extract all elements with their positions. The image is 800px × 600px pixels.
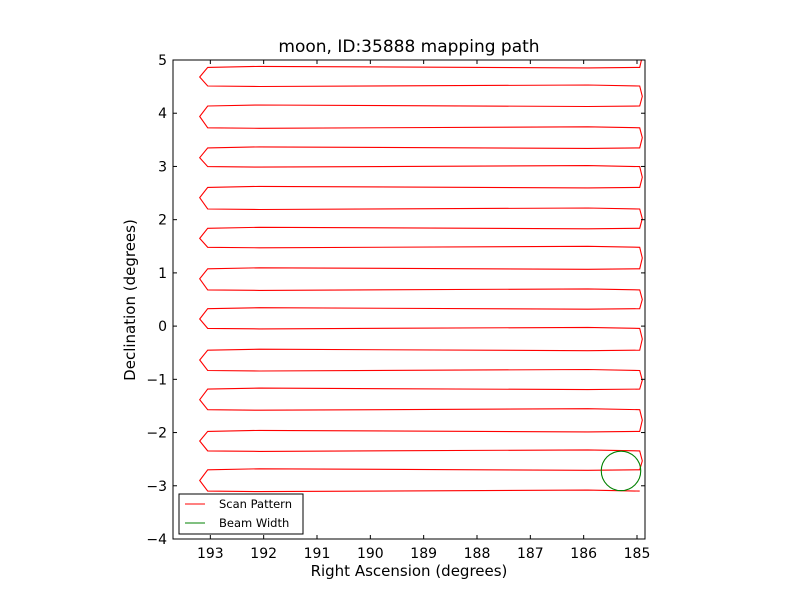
y-tick-label: 1 <box>158 266 167 282</box>
y-tick-label: −2 <box>146 426 167 442</box>
x-tick-label: 191 <box>304 546 331 562</box>
legend-box <box>178 493 304 535</box>
beam-width-series <box>600 450 642 492</box>
y-tick-label: 2 <box>158 213 167 229</box>
y-tick-label: 3 <box>158 159 167 175</box>
legend-label-beam-width: Beam Width <box>219 516 289 530</box>
y-axis: 5 4 3 2 1 0 −1 −2 −3 −4 <box>146 53 645 548</box>
beam-width-circle <box>600 450 642 492</box>
x-axis: 193 192 191 190 189 188 187 186 185 <box>197 60 650 562</box>
y-axis-label: Declination (degrees) <box>121 219 139 381</box>
x-tick-label: 186 <box>570 546 597 562</box>
x-tick-label: 187 <box>517 546 544 562</box>
x-tick-label: 192 <box>250 546 277 562</box>
x-tick-label: 189 <box>410 546 437 562</box>
x-tick-label: 190 <box>357 546 384 562</box>
x-tick-label: 188 <box>464 546 491 562</box>
chart-title: moon, ID:35888 mapping path <box>278 37 539 57</box>
y-tick-label: −3 <box>146 479 167 495</box>
y-tick-label: −1 <box>146 372 167 388</box>
y-tick-label: 4 <box>158 106 167 122</box>
axes-frame <box>172 59 646 540</box>
legend: Scan Pattern Beam Width <box>178 493 304 535</box>
scan-pattern-line <box>198 60 643 493</box>
y-tick-label: −4 <box>146 532 167 548</box>
x-tick-label: 193 <box>197 546 224 562</box>
scan-pattern-series <box>198 60 643 493</box>
x-axis-label: Right Ascension (degrees) <box>311 562 508 580</box>
y-tick-label: 5 <box>158 53 167 69</box>
plot-area <box>198 60 643 493</box>
y-tick-label: 0 <box>158 319 167 335</box>
legend-label-scan-pattern: Scan Pattern <box>219 497 292 511</box>
x-tick-label: 185 <box>624 546 651 562</box>
